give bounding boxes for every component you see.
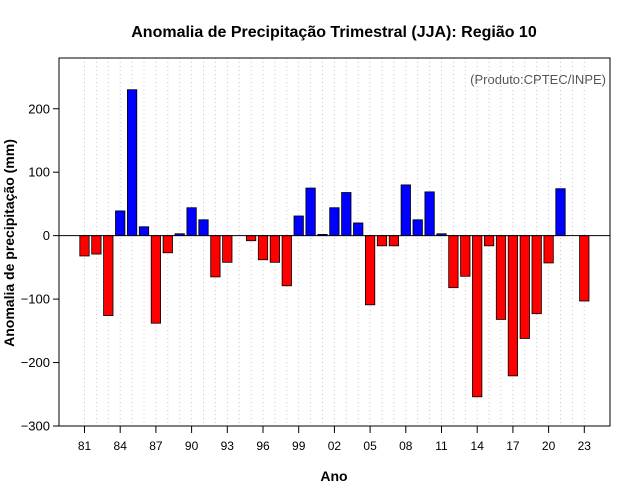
x-tick-label: 17 (506, 439, 520, 453)
bar-1998 (281, 235, 292, 287)
chart-title: Anomalia de Precipitação Trimestral (JJA… (131, 24, 537, 41)
bar-1993 (222, 235, 233, 263)
bar-1999 (293, 215, 304, 237)
bar-2003 (341, 192, 352, 237)
bar-1992 (210, 235, 221, 278)
x-axis-label: Ano (320, 468, 347, 484)
y-tick-label: −200 (21, 355, 50, 370)
bar-1982 (91, 235, 102, 255)
bar-2017 (507, 235, 519, 377)
bar-2010 (424, 191, 435, 237)
bar-1985 (127, 89, 138, 237)
x-tick-label: 20 (542, 439, 556, 453)
bar-1981 (79, 235, 90, 257)
bar-1987 (150, 235, 161, 324)
bar-2008 (400, 184, 411, 237)
x-tick-label: 99 (292, 439, 306, 453)
bar-1995 (245, 235, 257, 242)
product-credit: (Produto:CPTEC/INPE) (470, 72, 606, 87)
bar-2002 (329, 207, 340, 237)
x-tick-label: 11 (435, 439, 448, 453)
bar-1986 (138, 226, 150, 237)
bar-2014 (472, 235, 483, 398)
x-tick-label: 93 (221, 439, 235, 453)
bar-2013 (460, 235, 471, 277)
bar-2005 (364, 235, 376, 306)
x-tick-label: 96 (256, 439, 270, 453)
x-tick-label: 90 (185, 439, 199, 453)
x-tick-label: 84 (114, 439, 128, 453)
bar-2015 (483, 235, 495, 247)
x-tick-label: 02 (328, 439, 342, 453)
bar-2007 (388, 235, 400, 247)
bar-2012 (448, 235, 459, 289)
bar-2006 (376, 235, 388, 247)
bar-2021 (555, 188, 566, 237)
bars-group (79, 89, 590, 398)
bar-1990 (186, 207, 197, 237)
bar-2019 (531, 235, 542, 315)
x-tick-label: 05 (363, 439, 377, 453)
bar-2018 (519, 235, 530, 339)
y-tick-label: −100 (21, 292, 50, 307)
y-tick-label: 0 (43, 228, 50, 243)
x-tick-label: 87 (149, 439, 163, 453)
bar-1984 (115, 210, 126, 237)
x-tick-label: 81 (78, 439, 92, 453)
x-tick-label: 14 (471, 439, 485, 453)
y-tick-label: 100 (28, 165, 50, 180)
y-axis-label: Anomalia de precipitação (mm) (1, 139, 17, 347)
bar-2020 (543, 235, 554, 264)
bar-1997 (269, 235, 281, 263)
bar-2023 (579, 235, 590, 302)
bar-2000 (305, 187, 316, 237)
bar-1983 (103, 235, 114, 316)
y-tick-label: 200 (28, 101, 50, 116)
bar-1991 (198, 219, 209, 237)
bar-2016 (495, 235, 507, 320)
bar-1988 (162, 235, 173, 254)
bar-1996 (257, 235, 269, 261)
y-tick-label: −300 (21, 419, 50, 434)
axes-group: −300 −200 −100 0 100 200 81 84 87 90 93 96 99 02 05 08 1… (21, 57, 611, 453)
x-tick-label: 08 (399, 439, 413, 453)
x-tick-label: 23 (578, 439, 592, 453)
bar-2009 (412, 219, 423, 237)
bar-2004 (353, 222, 364, 237)
